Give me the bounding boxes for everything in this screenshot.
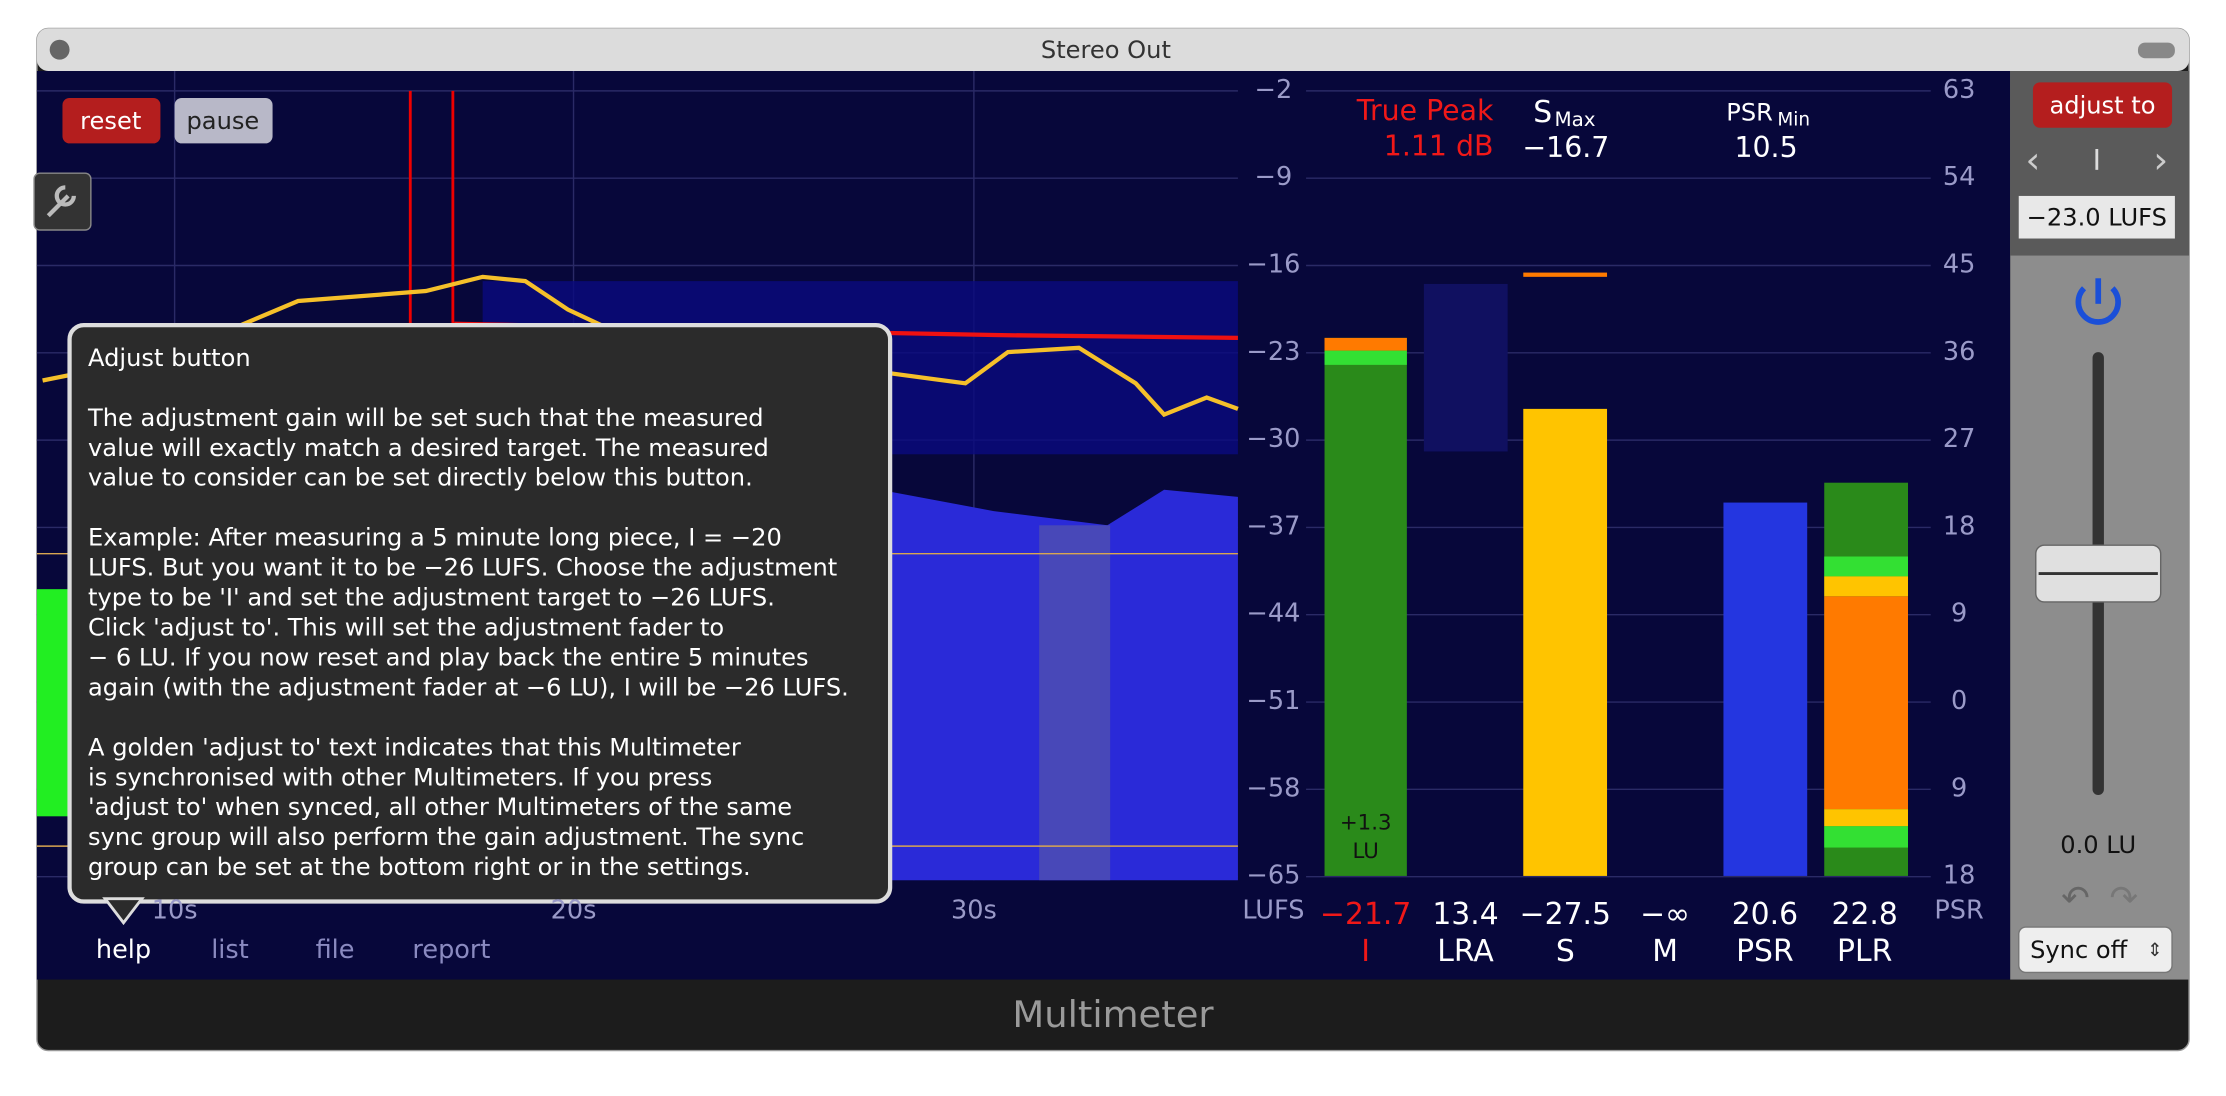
tooltip-line: The adjustment gain will be set such tha…: [87, 404, 764, 432]
tooltip-line: − 6 LU. If you now reset and play back t…: [88, 643, 809, 671]
lufs-scale-label: −65: [1246, 861, 1300, 891]
psr-scale-label: 36: [1943, 337, 1976, 367]
tooltip: Adjust button The adjustment gain will be…: [67, 322, 893, 926]
time-label: 10s: [152, 895, 198, 925]
s-value: −16.7: [1522, 131, 1609, 164]
target-value: −23.0 LUFS: [2027, 204, 2167, 232]
lufs-scale-label: −37: [1246, 511, 1300, 541]
tooltip-line: LUFS. But you want it to be −26 LUFS. Ch…: [88, 554, 837, 582]
title-bar: [36, 28, 2190, 72]
meter-value: −27.5: [1520, 897, 1611, 932]
lufs-scale-label: −30: [1246, 424, 1300, 454]
redo-button[interactable]: ↷: [2110, 879, 2139, 919]
tooltip-line: value will exactly match a desired targe…: [88, 434, 769, 462]
tooltip-line: value to consider can be set directly be…: [88, 464, 753, 492]
tooltip-line: sync group will also perform the gain ad…: [88, 823, 804, 851]
tab[interactable]: report: [412, 935, 490, 965]
wrench-icon: [46, 185, 76, 218]
psr-scale-label: 45: [1943, 249, 1976, 279]
s-sub: Max: [1555, 108, 1596, 131]
psr-sub: Min: [1777, 110, 1810, 131]
time-label: 20s: [551, 895, 597, 925]
fader-value: 0.0 LU: [2060, 831, 2136, 859]
lufs-scale-label: −9: [1255, 162, 1293, 192]
s-label: S: [1533, 95, 1552, 130]
meter-name: S: [1556, 934, 1575, 969]
meter-name: LRA: [1437, 934, 1494, 969]
meter-value: 22.8: [1832, 897, 1898, 932]
psr-scale-label: 0: [1951, 686, 1967, 716]
lufs-scale-label: −58: [1246, 773, 1300, 803]
sync-arrows: ⇕: [2147, 940, 2162, 961]
tooltip-line: type to be 'I' and set the adjustment ta…: [88, 584, 775, 612]
true-peak-label: True Peak: [1356, 94, 1494, 127]
meter-value: −21.7: [1320, 897, 1411, 932]
lufs-scale-label: −51: [1246, 686, 1300, 716]
lufs-scale-label: −16: [1246, 249, 1300, 279]
psr-scale-label: 18: [1943, 861, 1976, 891]
meter-name: PSR: [1736, 934, 1794, 969]
lufs-scale-label: −44: [1246, 599, 1300, 629]
target-field[interactable]: [2018, 195, 2175, 239]
lufs-unit: LUFS: [1242, 895, 1304, 925]
toolbar-button[interactable]: [2137, 42, 2175, 59]
psr-scale-label: 27: [1943, 424, 1976, 454]
tab[interactable]: file: [316, 935, 355, 965]
sync-label: Sync off: [2030, 936, 2129, 964]
mode-label: I: [2093, 144, 2101, 177]
tooltip-line: 'adjust to' when synced, all other Multi…: [88, 793, 792, 821]
adjust-label: adjust to: [2049, 91, 2155, 119]
close-button[interactable]: [49, 39, 70, 60]
meters: [1324, 272, 1908, 876]
tooltip-line: Click 'adjust to'. This will set the adj…: [88, 613, 724, 641]
power-button[interactable]: [2075, 278, 2121, 325]
meter-name: PLR: [1837, 934, 1892, 969]
tooltip-line: Example: After measuring a 5 minute long…: [88, 524, 782, 552]
window-title: Stereo Out: [1041, 36, 1171, 64]
tooltip-title: Adjust button: [88, 344, 251, 372]
psr-value: 10.5: [1734, 131, 1797, 164]
reset-label: reset: [80, 107, 141, 135]
meter-name: I: [1361, 934, 1370, 969]
tooltip-line: group can be set at the bottom right or …: [88, 853, 751, 881]
footer-title: Multimeter: [1012, 993, 1214, 1036]
psr-scale-label: 9: [1951, 599, 1967, 629]
lufs-scale-label: −2: [1255, 75, 1293, 105]
undo-button[interactable]: ↶: [2061, 879, 2090, 919]
pause-label: pause: [186, 107, 259, 135]
psr-scale-label: 63: [1943, 75, 1976, 105]
level-area: [36, 589, 69, 817]
tooltip-line: A golden 'adjust to' text indicates that…: [88, 733, 741, 761]
pause-button[interactable]: [174, 97, 273, 144]
psr-unit: PSR: [1934, 895, 1984, 925]
psr-scale-label: 18: [1943, 511, 1976, 541]
tooltip-line: is synchronised with other Multimeters. …: [88, 763, 712, 791]
meter-name: M: [1652, 934, 1678, 969]
bar-note: +1.3: [1340, 810, 1392, 835]
sync-select[interactable]: [2018, 926, 2173, 974]
adjust-button[interactable]: [2032, 82, 2173, 128]
loudness-area-highlight: [1039, 525, 1111, 881]
prev-arrow[interactable]: ‹: [2026, 138, 2041, 181]
meter-value: −∞: [1640, 897, 1690, 932]
psr-scale-label: 54: [1943, 162, 1976, 192]
next-arrow[interactable]: ›: [2153, 138, 2168, 181]
bar-note: LU: [1353, 839, 1379, 864]
meter-value: 20.6: [1732, 897, 1798, 932]
lufs-scale-label: −23: [1246, 337, 1300, 367]
reset-button[interactable]: [62, 97, 161, 144]
meter-value: 13.4: [1432, 897, 1498, 932]
true-peak-value: 1.11 dB: [1384, 130, 1494, 163]
tab[interactable]: help: [96, 935, 151, 965]
tab[interactable]: list: [211, 935, 249, 965]
time-label: 30s: [951, 895, 997, 925]
psr-label: PSR: [1726, 99, 1773, 127]
psr-scale-label: 9: [1951, 773, 1967, 803]
tooltip-line: again (with the adjustment fader at −6 L…: [88, 673, 849, 701]
